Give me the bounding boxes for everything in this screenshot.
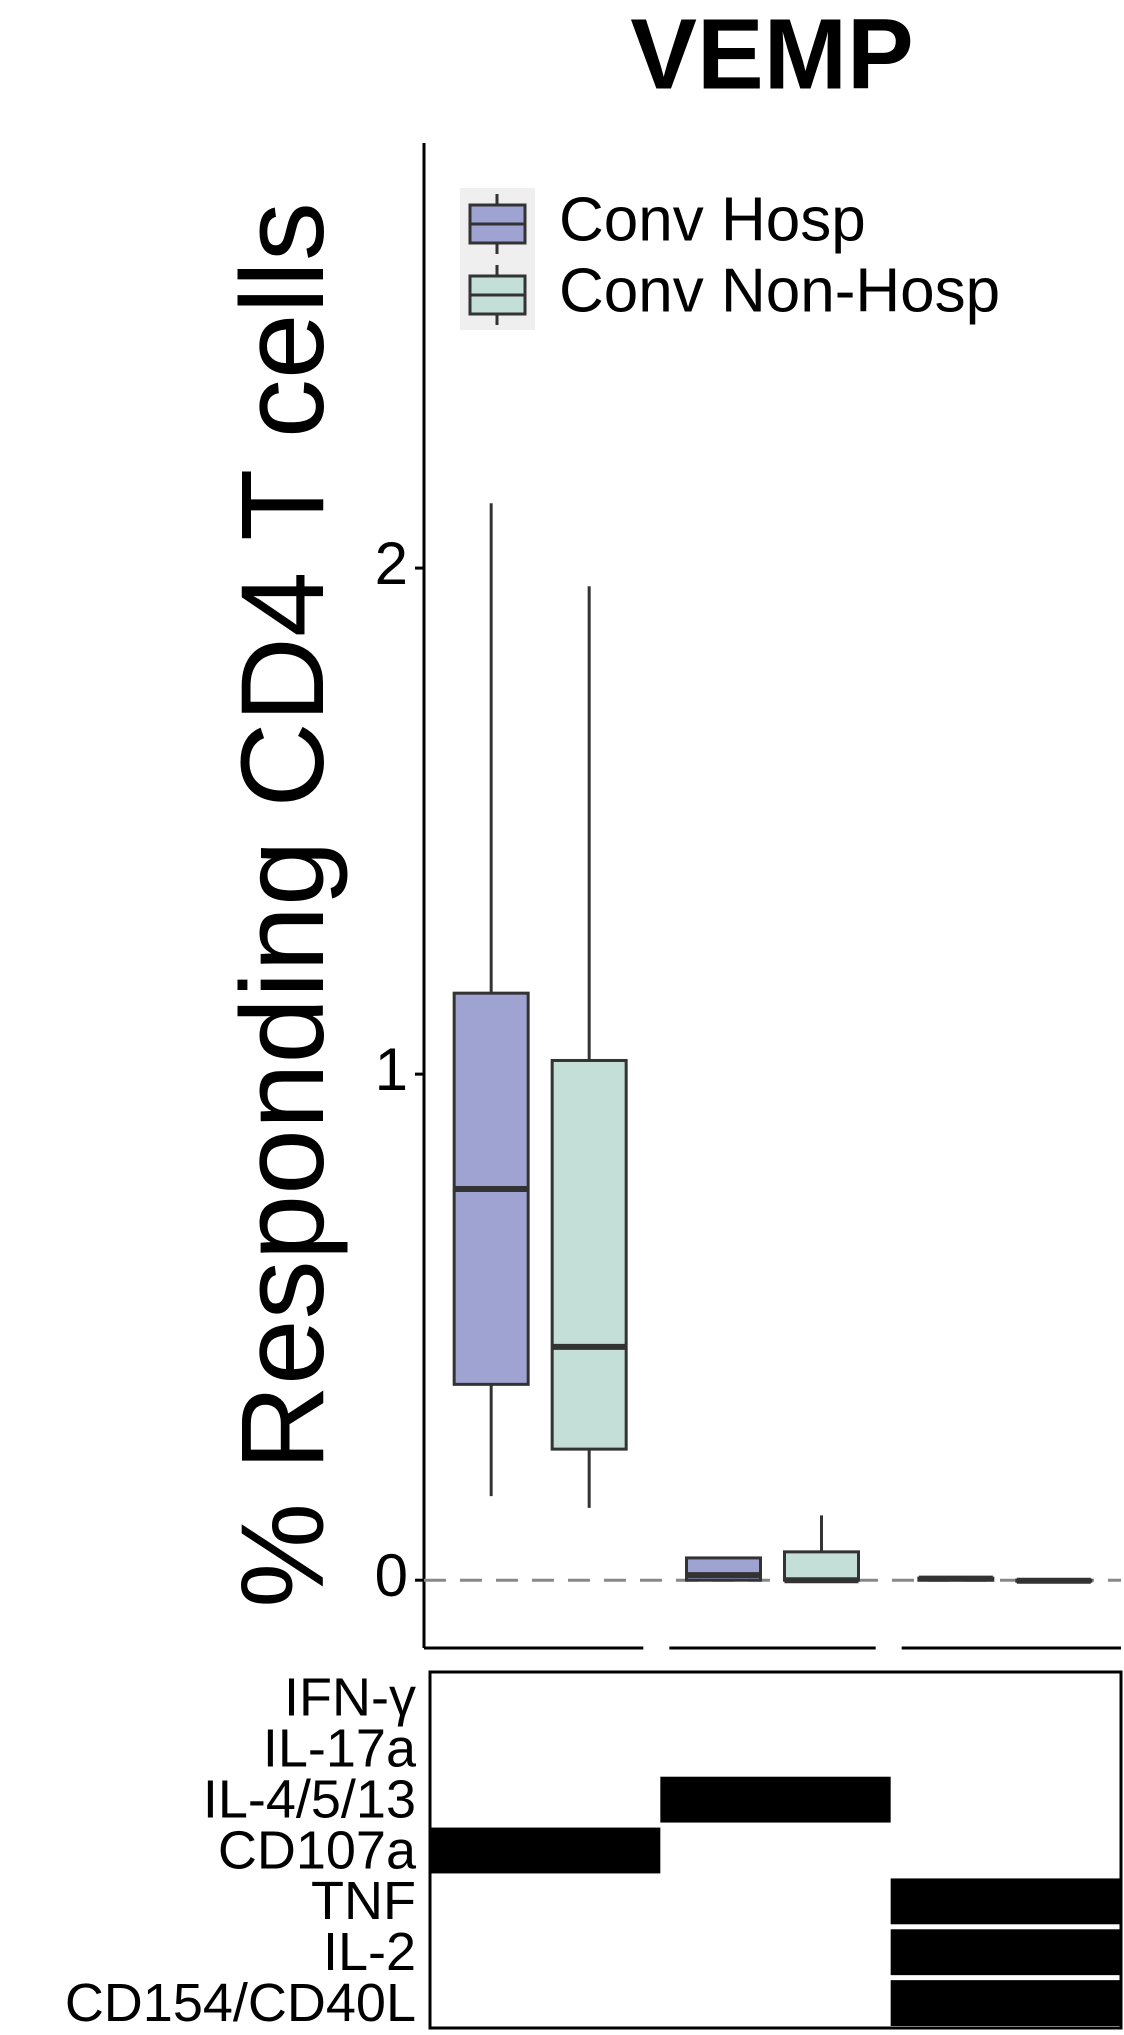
legend-label: Conv Non-Hosp xyxy=(559,256,1000,325)
marker-label: CD154/CD40L xyxy=(65,1973,416,2033)
marker-label: TNF xyxy=(311,1871,416,1931)
marker-label: IL-4/5/13 xyxy=(203,1769,416,1829)
matrix-cell xyxy=(890,1878,1121,1925)
marker-label: IL-17a xyxy=(263,1719,417,1779)
legend-label: Conv Hosp xyxy=(559,185,866,254)
chart-title: VEMP xyxy=(630,0,913,110)
matrix-cell xyxy=(890,1929,1121,1976)
matrix-cell xyxy=(890,1980,1121,2026)
marker-label: IL-2 xyxy=(323,1922,416,1982)
box xyxy=(783,1550,860,1582)
marker-label: CD107a xyxy=(218,1820,417,1880)
y-axis-label: % Responding CD4 T cells xyxy=(217,202,349,1608)
y-tick-label: 2 xyxy=(375,530,408,597)
matrix-cell xyxy=(660,1776,891,1823)
y-tick-label: 0 xyxy=(375,1542,408,1609)
box xyxy=(550,1058,628,1451)
marker-label: IFN-γ xyxy=(284,1668,416,1728)
matrix-cell xyxy=(430,1827,661,1874)
y-tick-label: 1 xyxy=(375,1036,408,1103)
